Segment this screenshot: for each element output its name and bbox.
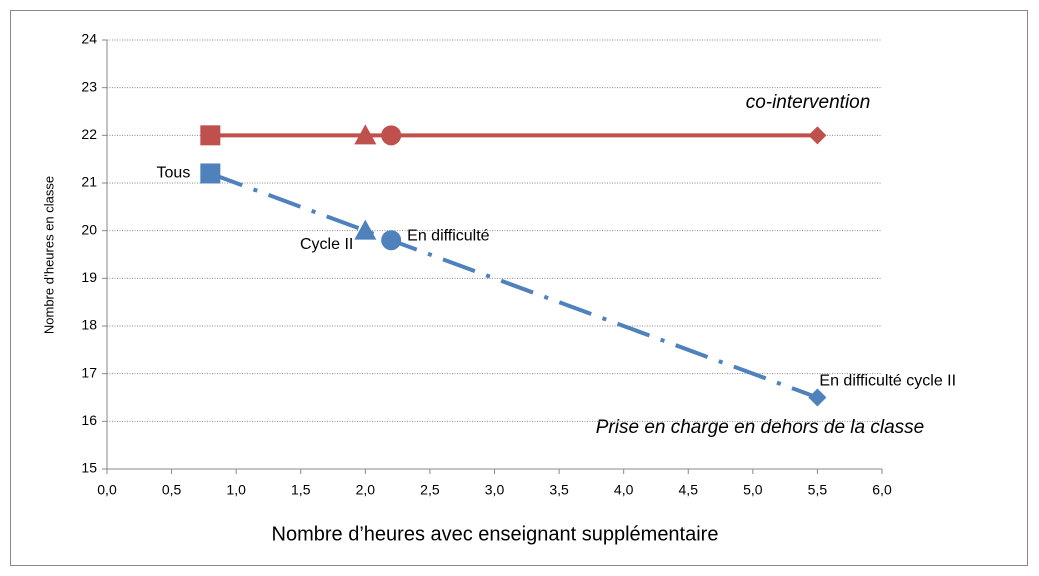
- y-tick-label: 17: [81, 364, 97, 380]
- marker: [200, 163, 221, 184]
- x-tick-label: 3,5: [549, 482, 569, 498]
- marker: [354, 124, 377, 145]
- marker: [381, 230, 402, 251]
- annotation: co-intervention: [746, 92, 871, 113]
- x-tick-label: 1,0: [226, 482, 246, 498]
- x-tick-label: 2,0: [356, 482, 376, 498]
- y-tick-label: 19: [81, 269, 97, 285]
- x-tick-label: 2,5: [420, 482, 440, 498]
- marker: [808, 126, 827, 145]
- y-tick-label: 23: [81, 78, 97, 94]
- x-tick-label: 0,5: [162, 482, 182, 498]
- marker: [200, 125, 221, 146]
- x-tick-label: 3,0: [485, 482, 505, 498]
- marker: [354, 219, 377, 240]
- series-line: [209, 171, 819, 400]
- annotation: Prise en charge en dehors de la classe: [596, 417, 924, 438]
- y-tick-label: 15: [81, 460, 97, 476]
- x-tick-label: 4,5: [679, 482, 699, 498]
- x-tick-label: 6,0: [872, 482, 892, 498]
- point-label: Tous: [157, 165, 191, 182]
- x-tick-label: 5,5: [808, 482, 828, 498]
- x-tick-label: 5,0: [743, 482, 763, 498]
- x-tick-label: 1,5: [291, 482, 311, 498]
- x-axis-label: Nombre d’heures avec enseignant suppléme…: [272, 523, 719, 545]
- y-tick-label: 20: [81, 221, 97, 237]
- marker: [381, 125, 402, 146]
- marker: [808, 388, 827, 407]
- y-tick-label: 18: [81, 317, 97, 333]
- y-tick-label: 24: [81, 31, 97, 47]
- y-tick-label: 22: [81, 126, 97, 142]
- y-tick-label: 16: [81, 412, 97, 428]
- point-label: En difficulté cycle II: [819, 373, 956, 390]
- y-tick-label: 21: [81, 174, 97, 190]
- point-label: Cycle II: [300, 236, 353, 253]
- y-axis-label: Nombre d’heures en classe: [41, 176, 56, 334]
- x-tick-label: 4,0: [614, 482, 634, 498]
- point-label: En difficulté: [407, 227, 490, 244]
- x-tick-label: 0,0: [97, 482, 117, 498]
